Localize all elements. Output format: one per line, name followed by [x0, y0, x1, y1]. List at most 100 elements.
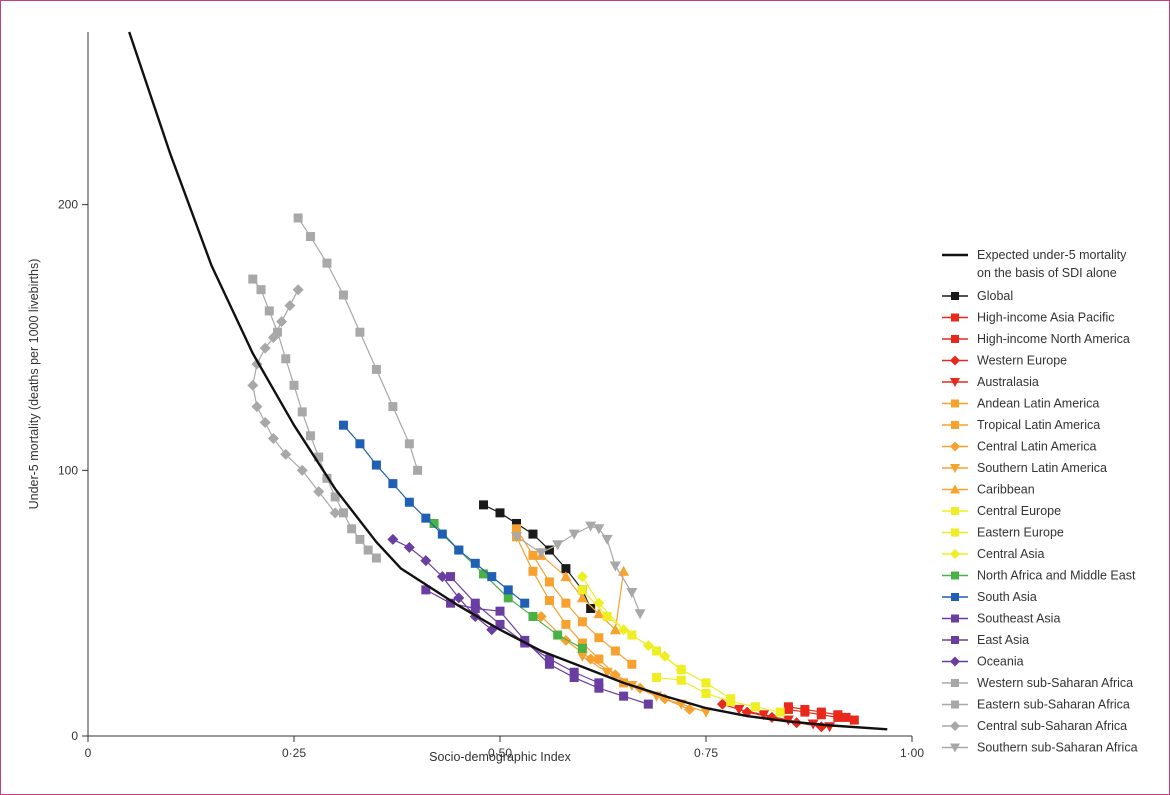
data-point: [841, 712, 851, 722]
legend-item-central-asia: Central Asia: [942, 547, 1044, 561]
legend-item-expected-curve: Expected under-5 mortality on the basis o…: [942, 248, 1127, 280]
data-point: [276, 316, 288, 328]
data-point: [520, 598, 530, 608]
data-point: [609, 561, 621, 572]
data-point: [627, 659, 637, 669]
series-high-income-north-america: [783, 702, 851, 722]
data-point: [329, 507, 341, 519]
legend-label: on the basis of SDI alone: [977, 266, 1117, 280]
legend-swatch-marker: [951, 614, 959, 623]
data-point: [413, 465, 423, 475]
data-point: [251, 401, 263, 413]
legend-swatch-marker: [951, 636, 959, 644]
data-point: [404, 439, 414, 449]
legend-label: Caribbean: [977, 483, 1035, 497]
data-point: [371, 553, 381, 563]
data-point: [470, 558, 480, 568]
data-point: [634, 609, 646, 620]
data-point: [701, 678, 711, 688]
data-point: [511, 524, 521, 534]
legend-item-south-asia: South Asia: [942, 590, 1037, 604]
data-point: [388, 402, 398, 412]
x-tick-label: 1·00: [900, 746, 924, 760]
legend-item-high-income-north-america: High-income North America: [942, 332, 1130, 346]
legend-label: Oceania: [977, 655, 1024, 669]
data-point: [421, 585, 431, 595]
legend-label: Eastern Europe: [977, 526, 1064, 540]
data-point: [577, 585, 587, 595]
data-point: [535, 548, 547, 559]
data-point: [535, 610, 547, 622]
legend-item-high-income-asia-pacific: High-income Asia Pacific: [942, 311, 1115, 325]
legend-swatch-marker: [951, 335, 959, 343]
data-point: [783, 702, 793, 712]
data-point: [750, 702, 760, 712]
data-point: [248, 274, 258, 284]
series-western-sub-saharan-africa: [293, 213, 423, 475]
axes: 0 0·25 0·50 0·75 1·00 0 100 200: [58, 32, 924, 760]
data-point: [593, 608, 605, 619]
legend-swatch-marker: [951, 593, 959, 601]
data-point: [716, 698, 728, 710]
data-point: [561, 598, 571, 608]
data-point: [247, 379, 259, 391]
y-tick-label: 0: [71, 729, 78, 743]
data-point: [446, 572, 456, 582]
data-point: [569, 667, 579, 677]
data-point: [610, 646, 620, 656]
legend-swatch-marker: [950, 378, 960, 387]
data-point: [643, 699, 653, 709]
data-point: [259, 342, 271, 354]
data-point: [355, 534, 365, 544]
data-point: [560, 571, 572, 582]
data-point: [642, 640, 654, 652]
data-point: [355, 327, 365, 337]
data-point: [388, 479, 398, 489]
data-point: [487, 572, 497, 582]
series-east-asia: [421, 585, 653, 709]
legend-label: Southeast Asia: [977, 612, 1060, 626]
data-point: [576, 592, 588, 603]
data-point: [347, 524, 357, 534]
data-point: [446, 598, 456, 608]
legend-swatch-marker: [951, 571, 959, 580]
data-point: [436, 571, 448, 583]
data-point: [561, 564, 571, 574]
data-point: [503, 593, 513, 603]
data-point: [553, 630, 563, 640]
legend-label: Central Latin America: [977, 440, 1097, 454]
data-point: [544, 659, 554, 669]
data-point: [561, 619, 571, 629]
data-point: [280, 448, 292, 460]
legend-swatch-marker: [950, 441, 960, 452]
data-point: [528, 611, 538, 621]
data-point: [355, 439, 365, 449]
legend-label: North Africa and Middle East: [977, 569, 1136, 583]
series-eastern-sub-saharan-africa: [248, 274, 381, 563]
x-tick-label: 0: [85, 746, 92, 760]
legend-label: Central sub-Saharan Africa: [977, 719, 1127, 733]
data-point: [322, 258, 332, 268]
legend: Expected under-5 mortality on the basis o…: [942, 248, 1138, 755]
data-point: [305, 431, 315, 441]
legend-label: Global: [977, 289, 1013, 303]
data-point: [594, 633, 604, 643]
series-central-sub-saharan-africa: [247, 284, 341, 519]
data-point: [371, 364, 381, 374]
data-point: [800, 704, 810, 714]
data-point: [470, 603, 480, 613]
data-point: [601, 667, 613, 678]
data-point: [849, 715, 859, 725]
series-line: [252, 278, 377, 559]
data-point: [305, 232, 315, 242]
data-point: [758, 710, 770, 721]
legend-label: South Asia: [977, 590, 1037, 604]
data-point: [684, 703, 696, 715]
data-point: [284, 300, 296, 312]
series-andean-latin-america: [511, 524, 637, 669]
data-point: [593, 524, 605, 535]
legend-swatch-marker: [950, 484, 960, 494]
legend-label: Andean Latin America: [977, 397, 1099, 411]
series-south-asia: [338, 420, 530, 608]
